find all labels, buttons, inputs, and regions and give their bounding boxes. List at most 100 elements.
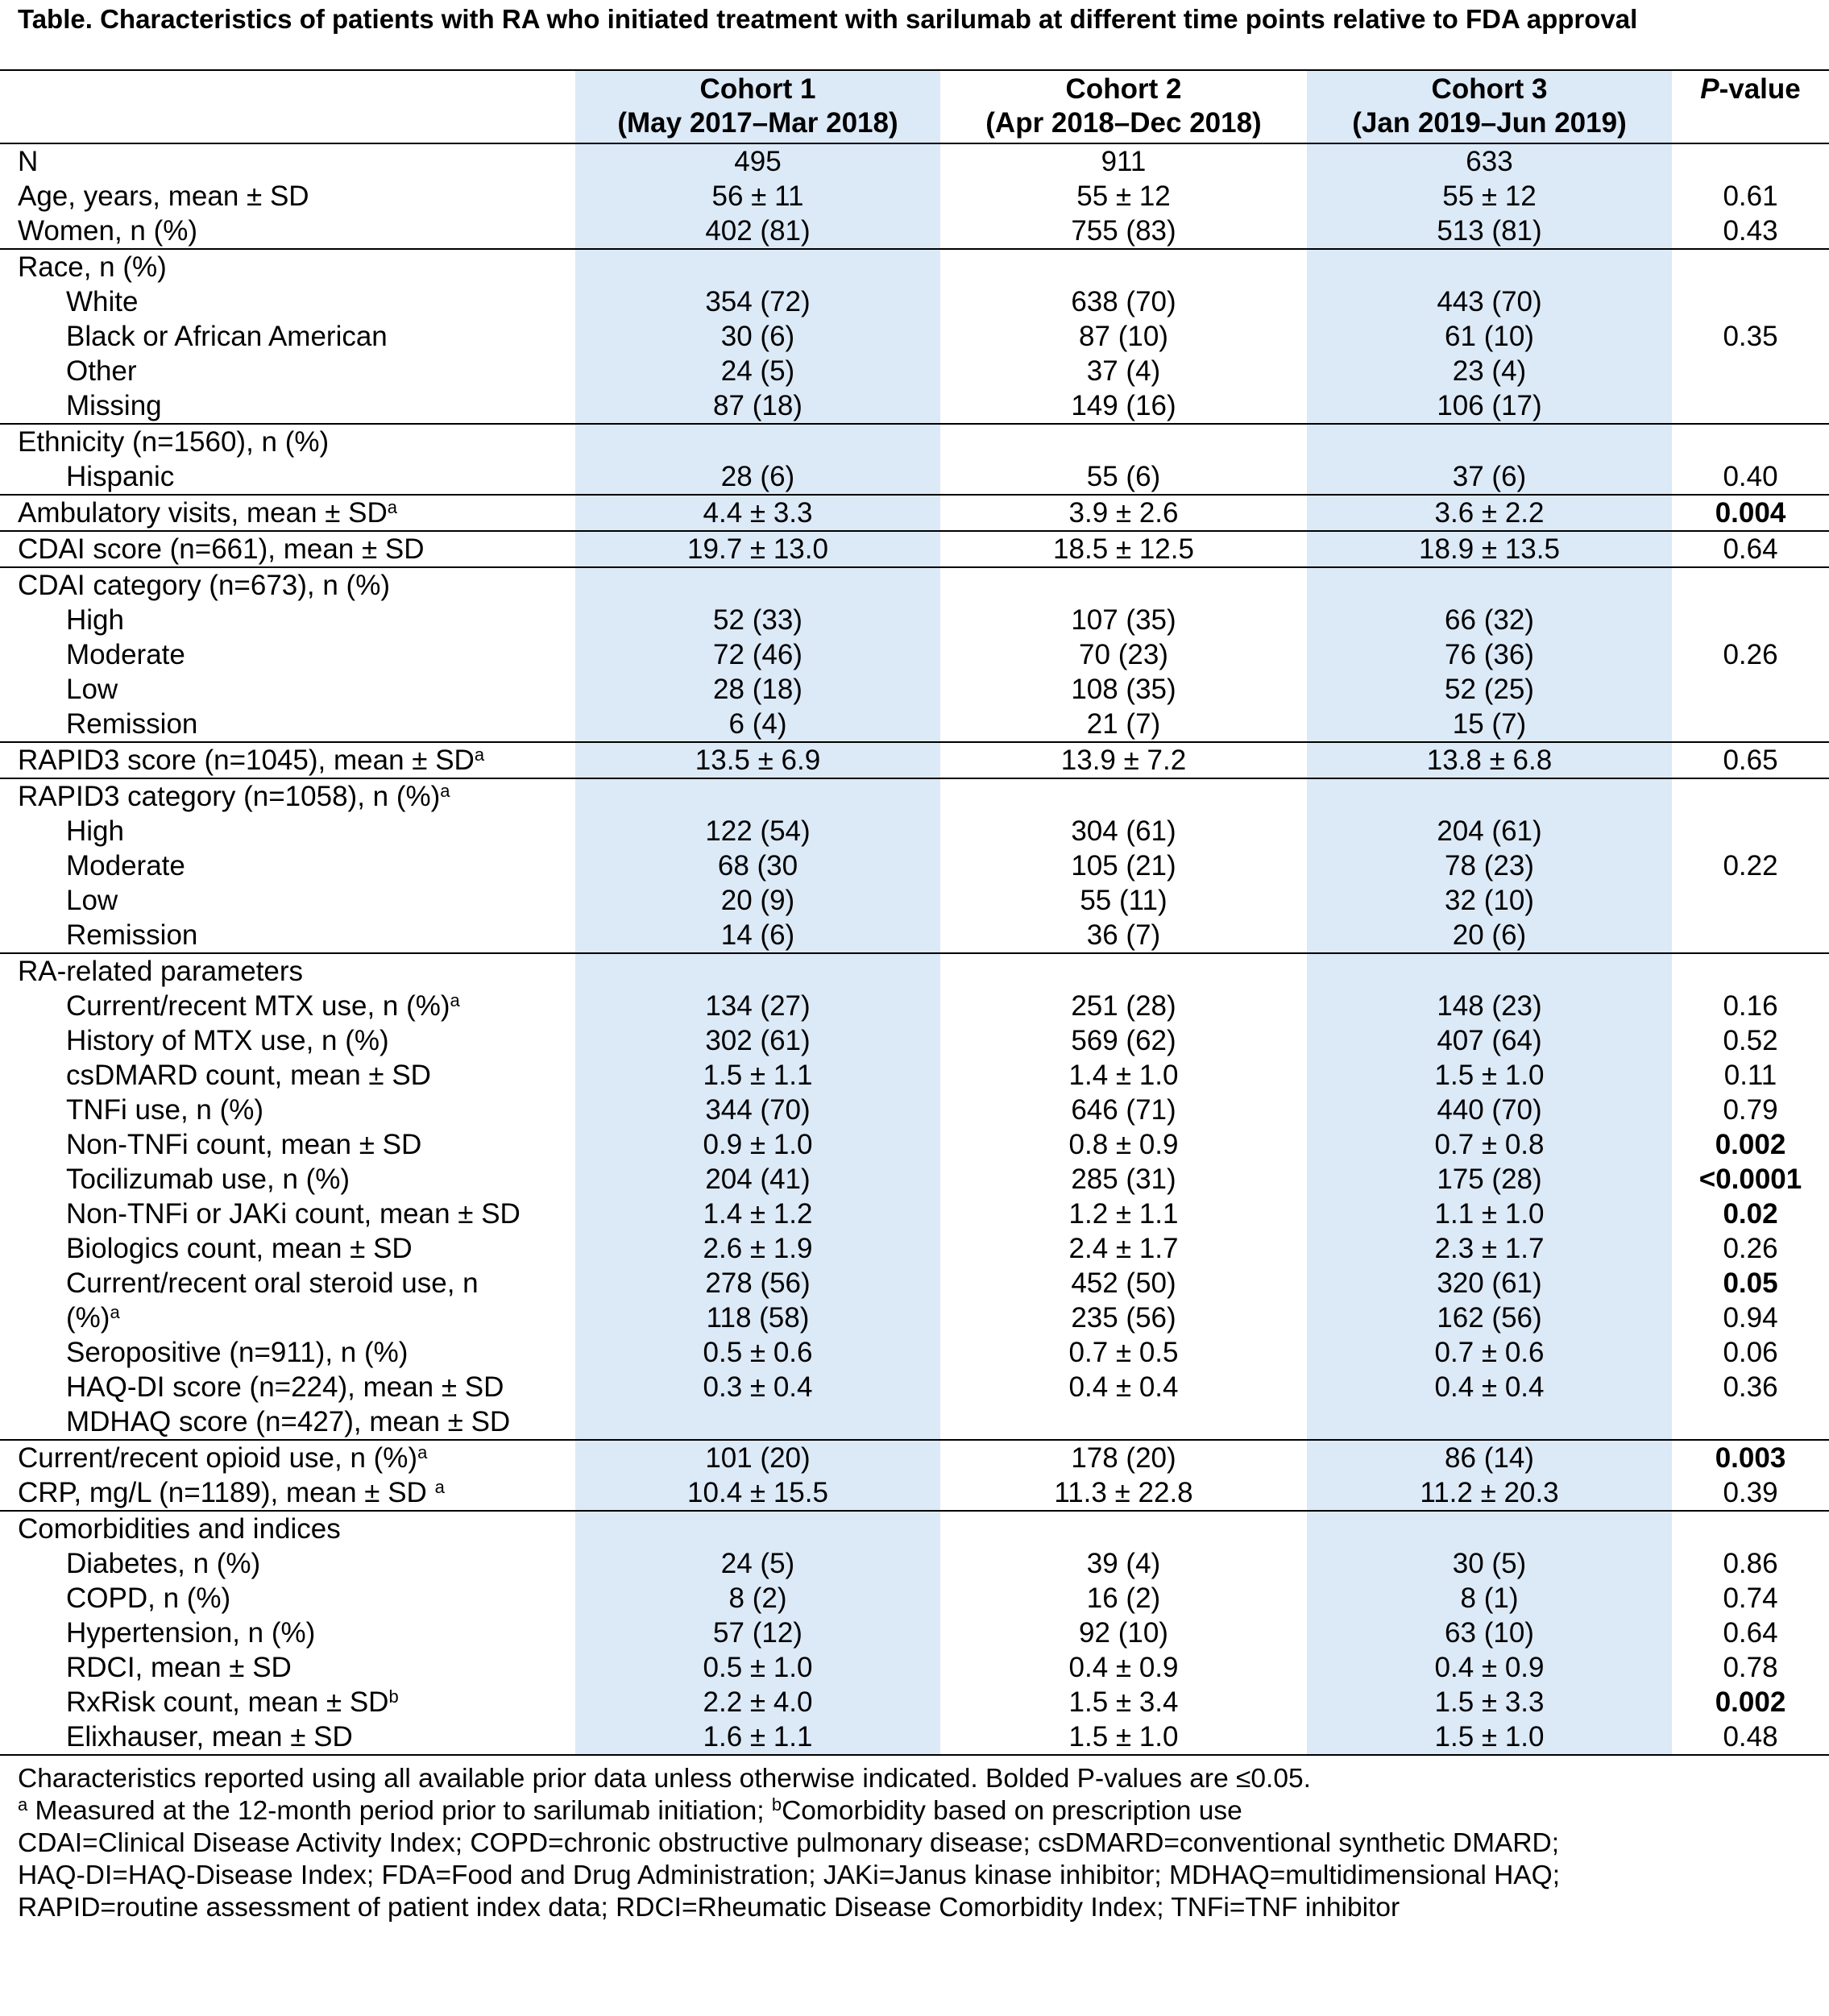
cell-cohort-3: 1.5 ± 3.3: [1307, 1685, 1672, 1719]
table-row-visits: Ambulatory visits, mean ± SDa 4.4 ± 3.3 3.…: [0, 495, 1829, 531]
cell-p-value: 0.40: [1723, 461, 1778, 492]
cell-cohort-2: 251 (28): [1071, 990, 1176, 1022]
cell-cohort-3: 513 (81): [1307, 214, 1672, 249]
cell-cohort-2: 1.2 ± 1.1: [1068, 1198, 1179, 1230]
table-row-race-other: Other 24 (5) 37 (4) 23 (4): [0, 354, 1829, 388]
table-row-age: Age, years, mean ± SD 56 ± 11 55 ± 12 55 ± …: [0, 179, 1829, 214]
cell-cohort-3: 204 (61): [1307, 814, 1672, 848]
row-label: High: [66, 604, 124, 636]
row-label: Remission: [66, 708, 198, 740]
table-row-copd: COPD, n (%) 8 (2) 16 (2) 8 (1) 0.74: [0, 1581, 1829, 1616]
table-title: Table. Characteristics of patients with …: [18, 4, 1638, 34]
cell-p-value: 0.05: [1723, 1267, 1778, 1299]
row-label: Current/recent MTX use, n (%)a: [66, 990, 460, 1022]
row-label: High: [66, 815, 124, 847]
cell-cohort-3: 162 (56): [1307, 1300, 1672, 1335]
cell-cohort-2: 755 (83): [1071, 215, 1176, 247]
cell-cohort-3: 13.8 ± 6.8: [1307, 742, 1672, 778]
row-label: N: [18, 146, 39, 177]
cell-cohort-1: 0.9 ± 1.0: [575, 1127, 940, 1162]
table-row-rapid-score: RAPID3 score (n=1045), mean ± SDa 13.5 ± …: [0, 742, 1829, 778]
row-label: (%)a: [66, 1302, 120, 1334]
cell-cohort-2: 3.9 ± 2.6: [1068, 497, 1179, 529]
cell-cohort-2: 285 (31): [1071, 1164, 1176, 1195]
table-row-cdai-low: Low 28 (18) 108 (35) 52 (25): [0, 672, 1829, 707]
cell-cohort-2: 92 (10): [1079, 1617, 1168, 1649]
table-row-rapid-mod: Moderate 68 (30 105 (21) 78 (23): [0, 848, 1829, 883]
cell-cohort-2: 304 (61): [1071, 815, 1176, 847]
abbreviations-line-3: RAPID=routine assessment of patient inde…: [18, 1893, 1400, 1923]
header-cohort-3: Cohort 3 (Jan 2019–Jun 2019): [1307, 70, 1672, 144]
row-label: HAQ-DI score (n=224), mean ± SD: [66, 1371, 504, 1403]
cell-cohort-3: 61 (10): [1307, 319, 1672, 354]
row-label: Hispanic: [66, 461, 175, 492]
table-row-non-tnfi-jaki: Non-TNFi or JAKi count, mean ± SD 1.4 ± 1…: [0, 1197, 1829, 1231]
cell-cohort-1: 8 (2): [575, 1581, 940, 1616]
cell-cohort-2: 55 (11): [1080, 885, 1167, 916]
table-row-mtx-history: History of MTX use, n (%) 302 (61) 569 (62…: [0, 1023, 1829, 1058]
footnote-line-1: Characteristics reported using all avail…: [18, 1764, 1311, 1794]
cell-cohort-1: [575, 1511, 940, 1546]
cell-p-value: 0.02: [1723, 1198, 1778, 1230]
footnote-marker: a: [387, 497, 398, 517]
cell-cohort-1: 24 (5): [575, 354, 940, 388]
table-row-rdci: RDCI, mean ± SD 0.5 ± 1.0 0.4 ± 0.9 0.4 ± 0…: [0, 1650, 1829, 1685]
cell-cohort-3: [1307, 1404, 1672, 1440]
row-label: Ambulatory visits, mean ± SDa: [18, 497, 398, 529]
cell-cohort-1: 344 (70): [575, 1093, 940, 1127]
table-row-n: N 495 911 633: [0, 143, 1829, 179]
cell-cohort-3: 55 ± 12: [1307, 179, 1672, 214]
cell-cohort-3: 37 (6): [1307, 459, 1672, 495]
group-opioid-crp: Current/recent opioid use, n (%)a 101 (20…: [0, 1440, 1829, 1511]
cell-cohort-2: 36 (7): [1086, 919, 1161, 951]
table-row-rxrisk: RxRisk count, mean ± SDb 2.2 ± 4.0 1.5 ± 3…: [0, 1685, 1829, 1719]
cell-p-value: 0.26: [1723, 1233, 1778, 1264]
cell-p-value: [1672, 1404, 1829, 1440]
row-label: Women, n (%): [18, 215, 198, 247]
row-label: Missing: [66, 390, 162, 421]
table-row-non-tnfi: Non-TNFi count, mean ± SD 0.9 ± 1.0 0.8 ± …: [0, 1127, 1829, 1162]
characteristics-table: Cohort 1 (May 2017–Mar 2018) Cohort 2 (A…: [0, 69, 1829, 1756]
cell-cohort-2: 13.9 ± 7.2: [1060, 745, 1187, 776]
cell-cohort-2: 452 (50): [1071, 1267, 1176, 1299]
cell-cohort-3: [1307, 424, 1672, 459]
table-row-rapid-rem: Remission 14 (6) 36 (7) 20 (6): [0, 918, 1829, 953]
group-rapid3-score: RAPID3 score (n=1045), mean ± SDa 13.5 ± …: [0, 742, 1829, 778]
cell-cohort-2: 638 (70): [1071, 286, 1176, 317]
cell-cohort-1: 204 (41): [575, 1162, 940, 1197]
row-label: Age, years, mean ± SD: [18, 180, 309, 212]
cell-cohort-1: 2.6 ± 1.9: [575, 1231, 940, 1266]
cell-cohort-3: 407 (64): [1307, 1023, 1672, 1058]
cell-cohort-1: 14 (6): [575, 918, 940, 953]
footnote-marker: a: [440, 781, 450, 801]
row-label: RxRisk count, mean ± SDb: [66, 1686, 399, 1718]
cell-cohort-2: 21 (7): [1086, 708, 1161, 740]
cell-cohort-1: 278 (56): [575, 1266, 940, 1300]
table-row-cdai-mod: Moderate 72 (46) 70 (23) 76 (36): [0, 637, 1829, 672]
table-row-ra-params: RA-related parameters: [0, 953, 1829, 989]
cell-cohort-2: 87 (10): [1079, 321, 1168, 352]
row-label: RA-related parameters: [18, 956, 304, 987]
cell-cohort-3: 3.6 ± 2.2: [1307, 495, 1672, 531]
cell-cohort-1: [575, 953, 940, 989]
cell-cohort-1: 30 (6): [575, 319, 940, 354]
cell-cohort-2: 37 (4): [1086, 355, 1161, 387]
cell-cohort-2: [940, 249, 1307, 284]
cell-cohort-2: [940, 424, 1307, 459]
header-row: Cohort 1 (May 2017–Mar 2018) Cohort 2 (A…: [0, 70, 1829, 144]
footnote-line-2: a Measured at the 12-month period prior …: [18, 1794, 1242, 1827]
cell-cohort-1: 56 ± 11: [575, 179, 940, 214]
table-row-cdai-high: High 52 (33) 107 (35) 66 (32): [0, 603, 1829, 637]
cell-cohort-1: 52 (33): [575, 603, 940, 637]
footnote-marker: a: [450, 990, 460, 1010]
cell-cohort-2: 235 (56): [1071, 1302, 1176, 1334]
cell-cohort-1: [575, 1404, 940, 1440]
cell-p-value: 0.78: [1723, 1652, 1778, 1683]
footnote-marker: a: [110, 1302, 120, 1322]
cell-p-value: 0.26: [1723, 639, 1778, 670]
row-label: Moderate: [66, 850, 185, 881]
cell-cohort-1: 28 (18): [575, 672, 940, 707]
cell-cohort-2: 55 (6): [1086, 461, 1161, 492]
cell-p-value: [1672, 424, 1829, 459]
table-row-haqdi: HAQ-DI score (n=224), mean ± SD 0.3 ± 0.4…: [0, 1370, 1829, 1404]
